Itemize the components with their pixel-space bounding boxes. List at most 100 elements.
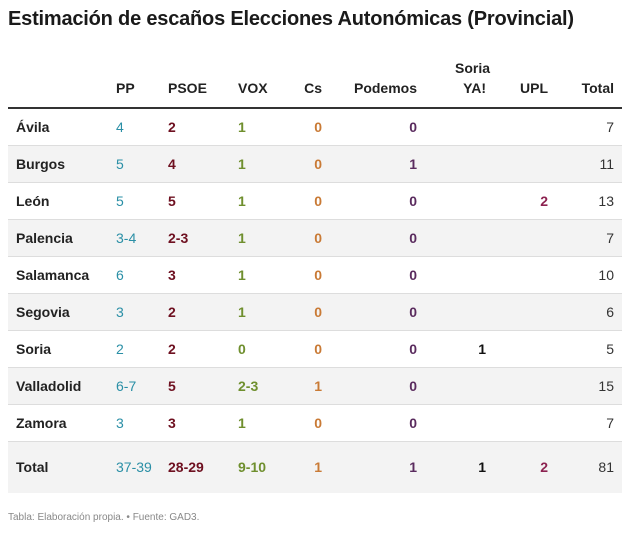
header-upl: UPL bbox=[520, 80, 548, 96]
cell-province: Total bbox=[16, 459, 49, 475]
cell-upl bbox=[494, 145, 556, 183]
cell-soria-ya bbox=[425, 219, 494, 257]
cell-vox: 1 bbox=[230, 182, 290, 220]
cell-cs: 0 bbox=[290, 293, 330, 331]
cell-vox: 9-10 bbox=[238, 459, 267, 475]
cell-pp: 37-39 bbox=[116, 459, 152, 475]
cell-podemos: 0 bbox=[330, 108, 425, 146]
cell-upl bbox=[494, 108, 556, 146]
cell-pp: 6-7 bbox=[108, 367, 160, 405]
cell-province: Palencia bbox=[8, 219, 108, 257]
cell-psoe: 2 bbox=[160, 330, 230, 368]
cell-pp: 2 bbox=[108, 330, 160, 368]
header-cs: Cs bbox=[304, 80, 322, 96]
header-vox: VOX bbox=[238, 80, 268, 96]
header-total: Total bbox=[581, 80, 614, 96]
cell-vox: 1 bbox=[230, 219, 290, 257]
header-psoe: PSOE bbox=[168, 80, 207, 96]
cell-total: 6 bbox=[556, 293, 622, 331]
cell-total: 7 bbox=[556, 108, 622, 146]
cell-psoe: 3 bbox=[160, 404, 230, 442]
cell-province: Segovia bbox=[8, 293, 108, 331]
cell-psoe: 28-29 bbox=[168, 459, 204, 475]
cell-soria-ya bbox=[425, 182, 494, 220]
cell-cs: 0 bbox=[290, 219, 330, 257]
cell-podemos: 1 bbox=[330, 145, 425, 183]
table-row: Salamanca 6 3 1 0 0 10 bbox=[8, 256, 622, 294]
cell-upl: 2 bbox=[494, 182, 556, 220]
cell-soria-ya bbox=[425, 404, 494, 442]
cell-soria-ya: 1 bbox=[478, 459, 486, 475]
cell-pp: 5 bbox=[108, 145, 160, 183]
cell-cs: 0 bbox=[290, 108, 330, 146]
cell-upl bbox=[494, 330, 556, 368]
cell-vox: 1 bbox=[230, 293, 290, 331]
header-row: PP PSOE VOX Cs Podemos Soria YA! UPL Tota… bbox=[8, 58, 622, 108]
cell-vox: 0 bbox=[230, 330, 290, 368]
table-row: Segovia 3 2 1 0 0 6 bbox=[8, 293, 622, 331]
cell-podemos: 0 bbox=[330, 330, 425, 368]
cell-vox: 1 bbox=[230, 256, 290, 294]
cell-pp: 4 bbox=[108, 108, 160, 146]
cell-upl bbox=[494, 367, 556, 405]
cell-cs: 0 bbox=[290, 330, 330, 368]
header-pp: PP bbox=[116, 80, 135, 96]
table-row: Valladolid 6-7 5 2-3 1 0 15 bbox=[8, 367, 622, 405]
cell-psoe: 2 bbox=[160, 108, 230, 146]
cell-total: 7 bbox=[556, 219, 622, 257]
cell-psoe: 5 bbox=[160, 182, 230, 220]
cell-podemos: 0 bbox=[330, 182, 425, 220]
cell-cs: 0 bbox=[290, 404, 330, 442]
cell-pp: 3 bbox=[108, 404, 160, 442]
cell-soria-ya bbox=[425, 256, 494, 294]
cell-podemos: 1 bbox=[409, 459, 417, 475]
source-footer: Tabla: Elaboración propia. • Fuente: GAD… bbox=[8, 512, 200, 523]
cell-cs: 0 bbox=[290, 182, 330, 220]
cell-vox: 1 bbox=[230, 404, 290, 442]
header-podemos: Podemos bbox=[353, 80, 417, 96]
cell-total: 11 bbox=[556, 145, 622, 183]
cell-upl bbox=[494, 404, 556, 442]
cell-vox: 1 bbox=[230, 145, 290, 183]
table-row: León 5 5 1 0 0 2 13 bbox=[8, 182, 622, 220]
cell-psoe: 5 bbox=[160, 367, 230, 405]
cell-province: Burgos bbox=[8, 145, 108, 183]
cell-total: 81 bbox=[598, 459, 614, 475]
cell-vox: 1 bbox=[230, 108, 290, 146]
cell-total: 5 bbox=[556, 330, 622, 368]
cell-total: 10 bbox=[556, 256, 622, 294]
table-title: Estimación de escaños Elecciones Autonóm… bbox=[8, 8, 574, 30]
cell-podemos: 0 bbox=[330, 367, 425, 405]
cell-podemos: 0 bbox=[330, 256, 425, 294]
header-soria-ya: Soria YA! bbox=[455, 60, 491, 96]
cell-pp: 6 bbox=[108, 256, 160, 294]
table-row: Soria 2 2 0 0 0 1 5 bbox=[8, 330, 622, 368]
cell-pp: 3 bbox=[108, 293, 160, 331]
table-row: Zamora 3 3 1 0 0 7 bbox=[8, 404, 622, 442]
cell-upl: 2 bbox=[540, 459, 548, 475]
table-row: Palencia 3-4 2-3 1 0 0 7 bbox=[8, 219, 622, 257]
cell-psoe: 3 bbox=[160, 256, 230, 294]
cell-soria-ya bbox=[425, 108, 494, 146]
cell-province: Zamora bbox=[8, 404, 108, 442]
cell-psoe: 2 bbox=[160, 293, 230, 331]
cell-total: 15 bbox=[556, 367, 622, 405]
cell-vox: 2-3 bbox=[230, 367, 290, 405]
cell-psoe: 4 bbox=[160, 145, 230, 183]
cell-upl bbox=[494, 293, 556, 331]
cell-province: Soria bbox=[8, 330, 108, 368]
cell-province: Ávila bbox=[8, 108, 108, 146]
table-row: Burgos 5 4 1 0 1 11 bbox=[8, 145, 622, 183]
table-row: Total 37-39 28-29 9-10 1 1 1 2 81 bbox=[8, 441, 622, 493]
cell-cs: 1 bbox=[290, 367, 330, 405]
cell-province: León bbox=[8, 182, 108, 220]
cell-soria-ya: 1 bbox=[425, 330, 494, 368]
cell-cs: 0 bbox=[290, 145, 330, 183]
cell-podemos: 0 bbox=[330, 219, 425, 257]
cell-podemos: 0 bbox=[330, 404, 425, 442]
header-province bbox=[8, 58, 108, 108]
cell-psoe: 2-3 bbox=[160, 219, 230, 257]
cell-soria-ya bbox=[425, 293, 494, 331]
cell-province: Salamanca bbox=[8, 256, 108, 294]
cell-soria-ya bbox=[425, 367, 494, 405]
